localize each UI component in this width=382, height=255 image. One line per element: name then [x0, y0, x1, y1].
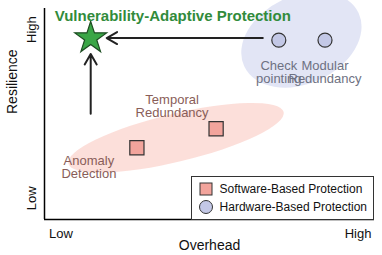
svg-text:TemporalRedundancy: TemporalRedundancy [136, 92, 209, 120]
html-text:Hardware-Based Protection: Hardware-Based Protection [219, 200, 367, 214]
svg-text:High: High [24, 16, 39, 43]
svg-text:Vulnerability-Adaptive Protect: Vulnerability-Adaptive Protection [55, 7, 291, 24]
html-text:pointing: pointing [256, 70, 302, 86]
html-text:Check: Check [260, 57, 298, 73]
svg-text:Low: Low [49, 226, 73, 241]
svg-text:High: High [345, 226, 372, 241]
svg-text:ModularRedundancy: ModularRedundancy [289, 58, 362, 86]
svg-text:Low: Low [24, 186, 39, 210]
svg-text:Overhead: Overhead [179, 237, 240, 253]
html-text:Software-Based Protection: Software-Based Protection [219, 182, 363, 196]
svg-text:AnomalyDetection: AnomalyDetection [61, 153, 116, 181]
svg-text:Resilience: Resilience [4, 49, 20, 114]
